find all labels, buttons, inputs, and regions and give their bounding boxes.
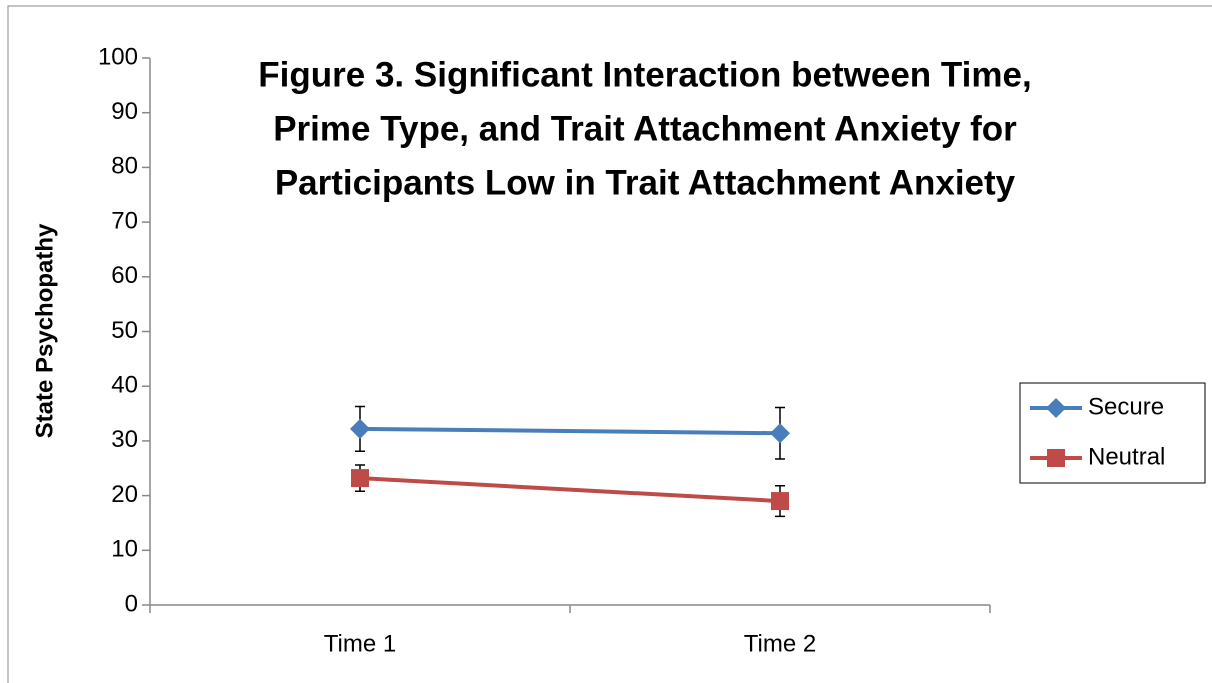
y-tick-label: 40 bbox=[111, 372, 138, 399]
chart-title: Figure 3. Significant Interaction betwee… bbox=[258, 55, 1031, 94]
series-line bbox=[359, 476, 781, 504]
y-axis-title: State Psychopathy bbox=[31, 223, 58, 438]
data-point bbox=[770, 423, 790, 444]
chart-title: Prime Type, and Trait Attachment Anxiety… bbox=[273, 109, 1017, 148]
y-tick-label: 70 bbox=[111, 207, 138, 234]
y-tick-label: 90 bbox=[111, 98, 138, 125]
series-line bbox=[359, 426, 781, 436]
y-tick-label: 50 bbox=[111, 317, 138, 344]
legend-label: Secure bbox=[1088, 393, 1164, 420]
y-tick-label: 80 bbox=[111, 153, 138, 180]
x-tick-label: Time 1 bbox=[324, 630, 396, 657]
legend-marker bbox=[1047, 449, 1065, 467]
data-point bbox=[350, 418, 370, 439]
chart-frame bbox=[7, 5, 1212, 683]
legend-label: Neutral bbox=[1088, 443, 1165, 470]
y-tick-label: 60 bbox=[111, 262, 138, 289]
y-tick-label: 100 bbox=[98, 43, 138, 70]
chart-title: Participants Low in Trait Attachment Anx… bbox=[275, 163, 1016, 202]
y-tick-label: 10 bbox=[111, 536, 138, 563]
legend-marker bbox=[1046, 398, 1066, 418]
y-tick-label: 20 bbox=[111, 481, 138, 508]
y-tick-label: 0 bbox=[125, 590, 138, 617]
data-point bbox=[351, 469, 369, 488]
data-point bbox=[771, 492, 789, 511]
y-tick-label: 30 bbox=[111, 426, 138, 453]
x-tick-label: Time 2 bbox=[744, 630, 816, 657]
